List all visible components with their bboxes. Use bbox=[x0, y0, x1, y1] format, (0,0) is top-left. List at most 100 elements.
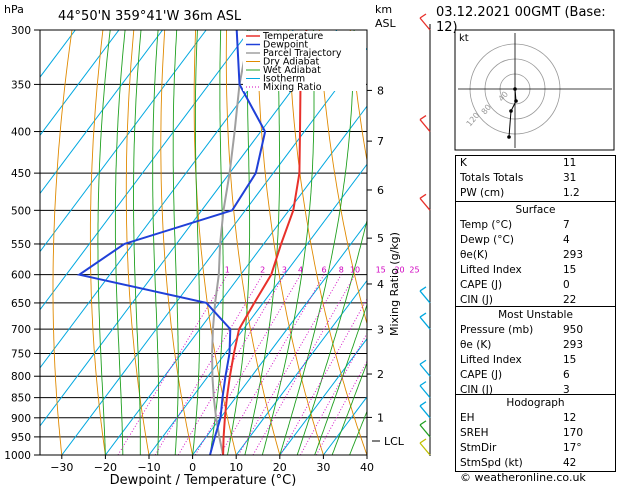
tt-label: Totals Totals bbox=[460, 172, 524, 184]
hodograph-point-3 bbox=[507, 135, 511, 139]
mu-cin-value: 3 bbox=[563, 384, 570, 396]
temp-label-5: 20 bbox=[273, 461, 287, 474]
hodograph-frame bbox=[454, 29, 615, 151]
wind-barb-flag-950 bbox=[419, 420, 427, 426]
surface-table: Surface Temp (°C) 7 Dewp (°C) 4 θe(K) 293 L… bbox=[455, 201, 616, 309]
km-label: km bbox=[375, 3, 392, 16]
dry-adiabat bbox=[89, 30, 106, 455]
sfc-cin-label: CIN (J) bbox=[460, 294, 493, 306]
mu-pres-value: 950 bbox=[563, 324, 584, 336]
legend-mixing: Mixing Ratio bbox=[263, 82, 322, 93]
isotherm-line bbox=[279, 337, 367, 455]
pw-label: PW (cm) bbox=[460, 187, 505, 199]
legend-wet: Wet Adiabat bbox=[263, 65, 321, 76]
mu-li-value: 15 bbox=[563, 354, 577, 366]
mixing-ratio-label-25: 25 bbox=[409, 266, 419, 275]
sfc-cin-value: 22 bbox=[563, 294, 577, 306]
pressure-label-500: 500 bbox=[11, 205, 31, 217]
station-title: 44°50'N 359°41'W 36m ASL bbox=[58, 9, 242, 24]
pressure-label-750: 750 bbox=[11, 348, 31, 360]
wind-barb-flag-650 bbox=[419, 286, 427, 292]
wet-adiabat bbox=[227, 30, 251, 455]
mu-theta-value: 293 bbox=[563, 339, 584, 351]
wet-adiabat bbox=[314, 303, 367, 455]
dry-adiabat bbox=[193, 30, 237, 455]
temp-label-2: −10 bbox=[137, 461, 160, 474]
pressure-label-1000: 1000 bbox=[4, 450, 31, 462]
pressure-label-650: 650 bbox=[11, 298, 31, 310]
mixing-ratio-line bbox=[117, 274, 228, 455]
mixing-ratio-line bbox=[154, 274, 263, 455]
dry-adiabat bbox=[257, 30, 324, 455]
wind-barb-700 bbox=[419, 316, 431, 330]
axis-labels: 3003504004505005506006507007508008509009… bbox=[4, 25, 384, 474]
legend-parcel: Parcel Trajectory bbox=[263, 48, 342, 59]
mixing-ratio-label-15: 15 bbox=[376, 266, 386, 275]
wind-barb-500 bbox=[419, 197, 431, 211]
wet-adiabat bbox=[133, 30, 142, 455]
hodograph-point-1 bbox=[514, 99, 518, 103]
temp-label-3: 0 bbox=[189, 461, 196, 474]
dry-adiabat bbox=[287, 30, 367, 455]
sreh-value: 170 bbox=[563, 427, 584, 439]
wet-adiabat bbox=[192, 30, 201, 455]
sfc-temp-label: Temp (°C) bbox=[460, 219, 513, 231]
wet-adiabat bbox=[331, 361, 367, 455]
stmdir-label: StmDir bbox=[460, 442, 497, 454]
mu-cape-value: 6 bbox=[563, 369, 570, 381]
isotherm-line bbox=[148, 163, 367, 455]
sfc-theta-value: 293 bbox=[563, 249, 584, 261]
dry-adiabat bbox=[160, 30, 194, 455]
pressure-label-350: 350 bbox=[11, 79, 31, 91]
stmspd-value: 42 bbox=[563, 457, 577, 469]
mixing-ratio-label-1: 1 bbox=[225, 266, 230, 275]
dry-adiabat bbox=[52, 30, 73, 455]
sfc-dewp-value: 4 bbox=[563, 234, 570, 246]
wet-adiabat bbox=[279, 30, 355, 455]
mixing-ratio-label-20: 20 bbox=[394, 266, 404, 275]
pressure-label-950: 950 bbox=[11, 432, 31, 444]
stmspd-label: StmSpd (kt) bbox=[460, 457, 523, 469]
isotherm-line bbox=[40, 30, 338, 427]
mu-pres-label: Pressure (mb) bbox=[460, 324, 534, 336]
km-label-7: 7 bbox=[377, 135, 384, 148]
temp-label-4: 10 bbox=[229, 461, 243, 474]
sfc-theta-label: θe(K) bbox=[460, 249, 488, 261]
pressure-label-450: 450 bbox=[11, 168, 31, 180]
sfc-cape-label: CAPE (J) bbox=[460, 279, 503, 291]
surface-title: Surface bbox=[515, 204, 556, 216]
tt-value: 31 bbox=[563, 172, 577, 184]
sfc-dewp-label: Dewp (°C) bbox=[460, 234, 514, 246]
km-label-1: 1 bbox=[377, 411, 384, 424]
mixing-ratio-labels: 1 2 3 4 6 8 10 15 20 25 bbox=[225, 266, 420, 275]
legend-temperature: Temperature bbox=[262, 31, 323, 42]
hodograph-table: Hodograph EH 12 SREH 170 StmDir 17° StmSpd … bbox=[455, 394, 616, 472]
mixing-ratio-title: Mixing Ratio (g/kg) bbox=[388, 232, 401, 336]
isotherm-line bbox=[40, 30, 207, 253]
mixing-ratio-label-4: 4 bbox=[298, 266, 303, 275]
legend-isotherm: Isotherm bbox=[263, 74, 305, 85]
stmdir-value: 17° bbox=[563, 442, 582, 454]
pressure-label-300: 300 bbox=[11, 25, 31, 37]
series-dewpoint bbox=[76, 30, 267, 455]
km-label-4: 4 bbox=[377, 278, 384, 291]
hpa-label: hPa bbox=[4, 3, 24, 16]
isotherm-line bbox=[192, 221, 367, 455]
mixing-ratio-label-6: 6 bbox=[321, 266, 326, 275]
legend: Temperature Dewpoint Parcel Trajectory D… bbox=[243, 31, 366, 93]
wind-barb-950 bbox=[419, 424, 431, 438]
wet-adiabat bbox=[172, 30, 179, 455]
mixing-ratio-line bbox=[194, 274, 301, 455]
isotherm-line bbox=[235, 279, 367, 455]
hodograph-trace bbox=[508, 88, 517, 138]
mixing-ratio-label-3: 3 bbox=[282, 266, 287, 275]
k-value: 11 bbox=[563, 157, 577, 169]
most-unstable-table: Most Unstable Pressure (mb) 950 θe (K) 293… bbox=[455, 306, 616, 399]
mixing-ratio-label-10: 10 bbox=[350, 266, 360, 275]
lcl-label: LCL bbox=[384, 435, 405, 448]
series-temperature bbox=[222, 30, 308, 455]
mu-li-label: Lifted Index bbox=[460, 354, 522, 366]
wet-adiabat bbox=[261, 30, 315, 455]
